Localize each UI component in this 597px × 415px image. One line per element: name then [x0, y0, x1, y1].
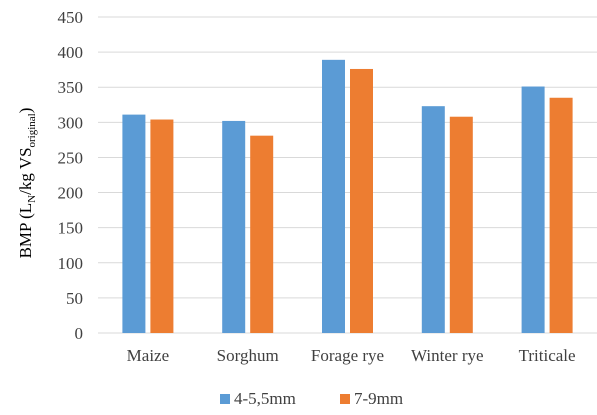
- y-tick-label: 250: [58, 148, 84, 167]
- bar: [122, 114, 146, 333]
- bars: [122, 59, 573, 334]
- bar: [421, 106, 445, 333]
- x-tick-label: Sorghum: [217, 346, 279, 365]
- legend-swatch: [220, 394, 230, 404]
- y-tick-label: 0: [75, 324, 84, 343]
- y-axis-label: BMP (LN/kg VSoriginal): [16, 108, 38, 259]
- bar: [350, 68, 373, 333]
- x-axis-categories: Maize Sorghum Forage rye Winter rye Tritical…: [127, 346, 576, 365]
- y-tick-label: 350: [58, 78, 84, 97]
- y-axis-ticks: 0 50 100 150 200 250 300 350 400 450: [58, 8, 84, 343]
- y-tick-label: 450: [58, 8, 84, 27]
- y-axis-label-suffix: ): [16, 108, 35, 114]
- y-tick-label: 100: [58, 254, 84, 273]
- x-tick-label: Triticale: [519, 346, 576, 365]
- y-tick-label: 150: [58, 219, 84, 238]
- bar: [322, 59, 345, 333]
- x-tick-label: Maize: [127, 346, 169, 365]
- legend: 4-5,5mm 7-9mm: [220, 389, 403, 408]
- bar: [150, 119, 174, 333]
- legend-label: 7-9mm: [354, 389, 403, 408]
- y-axis-label-middle: /kg VS: [16, 147, 35, 194]
- y-tick-label: 50: [66, 289, 83, 308]
- y-axis-label-sub2: original: [26, 113, 38, 147]
- bar: [449, 116, 473, 334]
- y-tick-label: 400: [58, 43, 84, 62]
- bar: [222, 120, 246, 333]
- x-tick-label: Winter rye: [411, 346, 483, 365]
- y-tick-label: 200: [58, 184, 84, 203]
- y-axis-label-prefix: BMP (L: [16, 203, 35, 259]
- x-tick-label: Forage rye: [311, 346, 384, 365]
- bar: [250, 135, 274, 333]
- bar: [521, 86, 545, 334]
- legend-label: 4-5,5mm: [234, 389, 296, 408]
- y-axis-label-sub1: N: [26, 195, 38, 203]
- y-tick-label: 300: [58, 113, 84, 132]
- bar: [549, 97, 573, 333]
- legend-swatch: [340, 394, 350, 404]
- gridlines: [98, 16, 597, 334]
